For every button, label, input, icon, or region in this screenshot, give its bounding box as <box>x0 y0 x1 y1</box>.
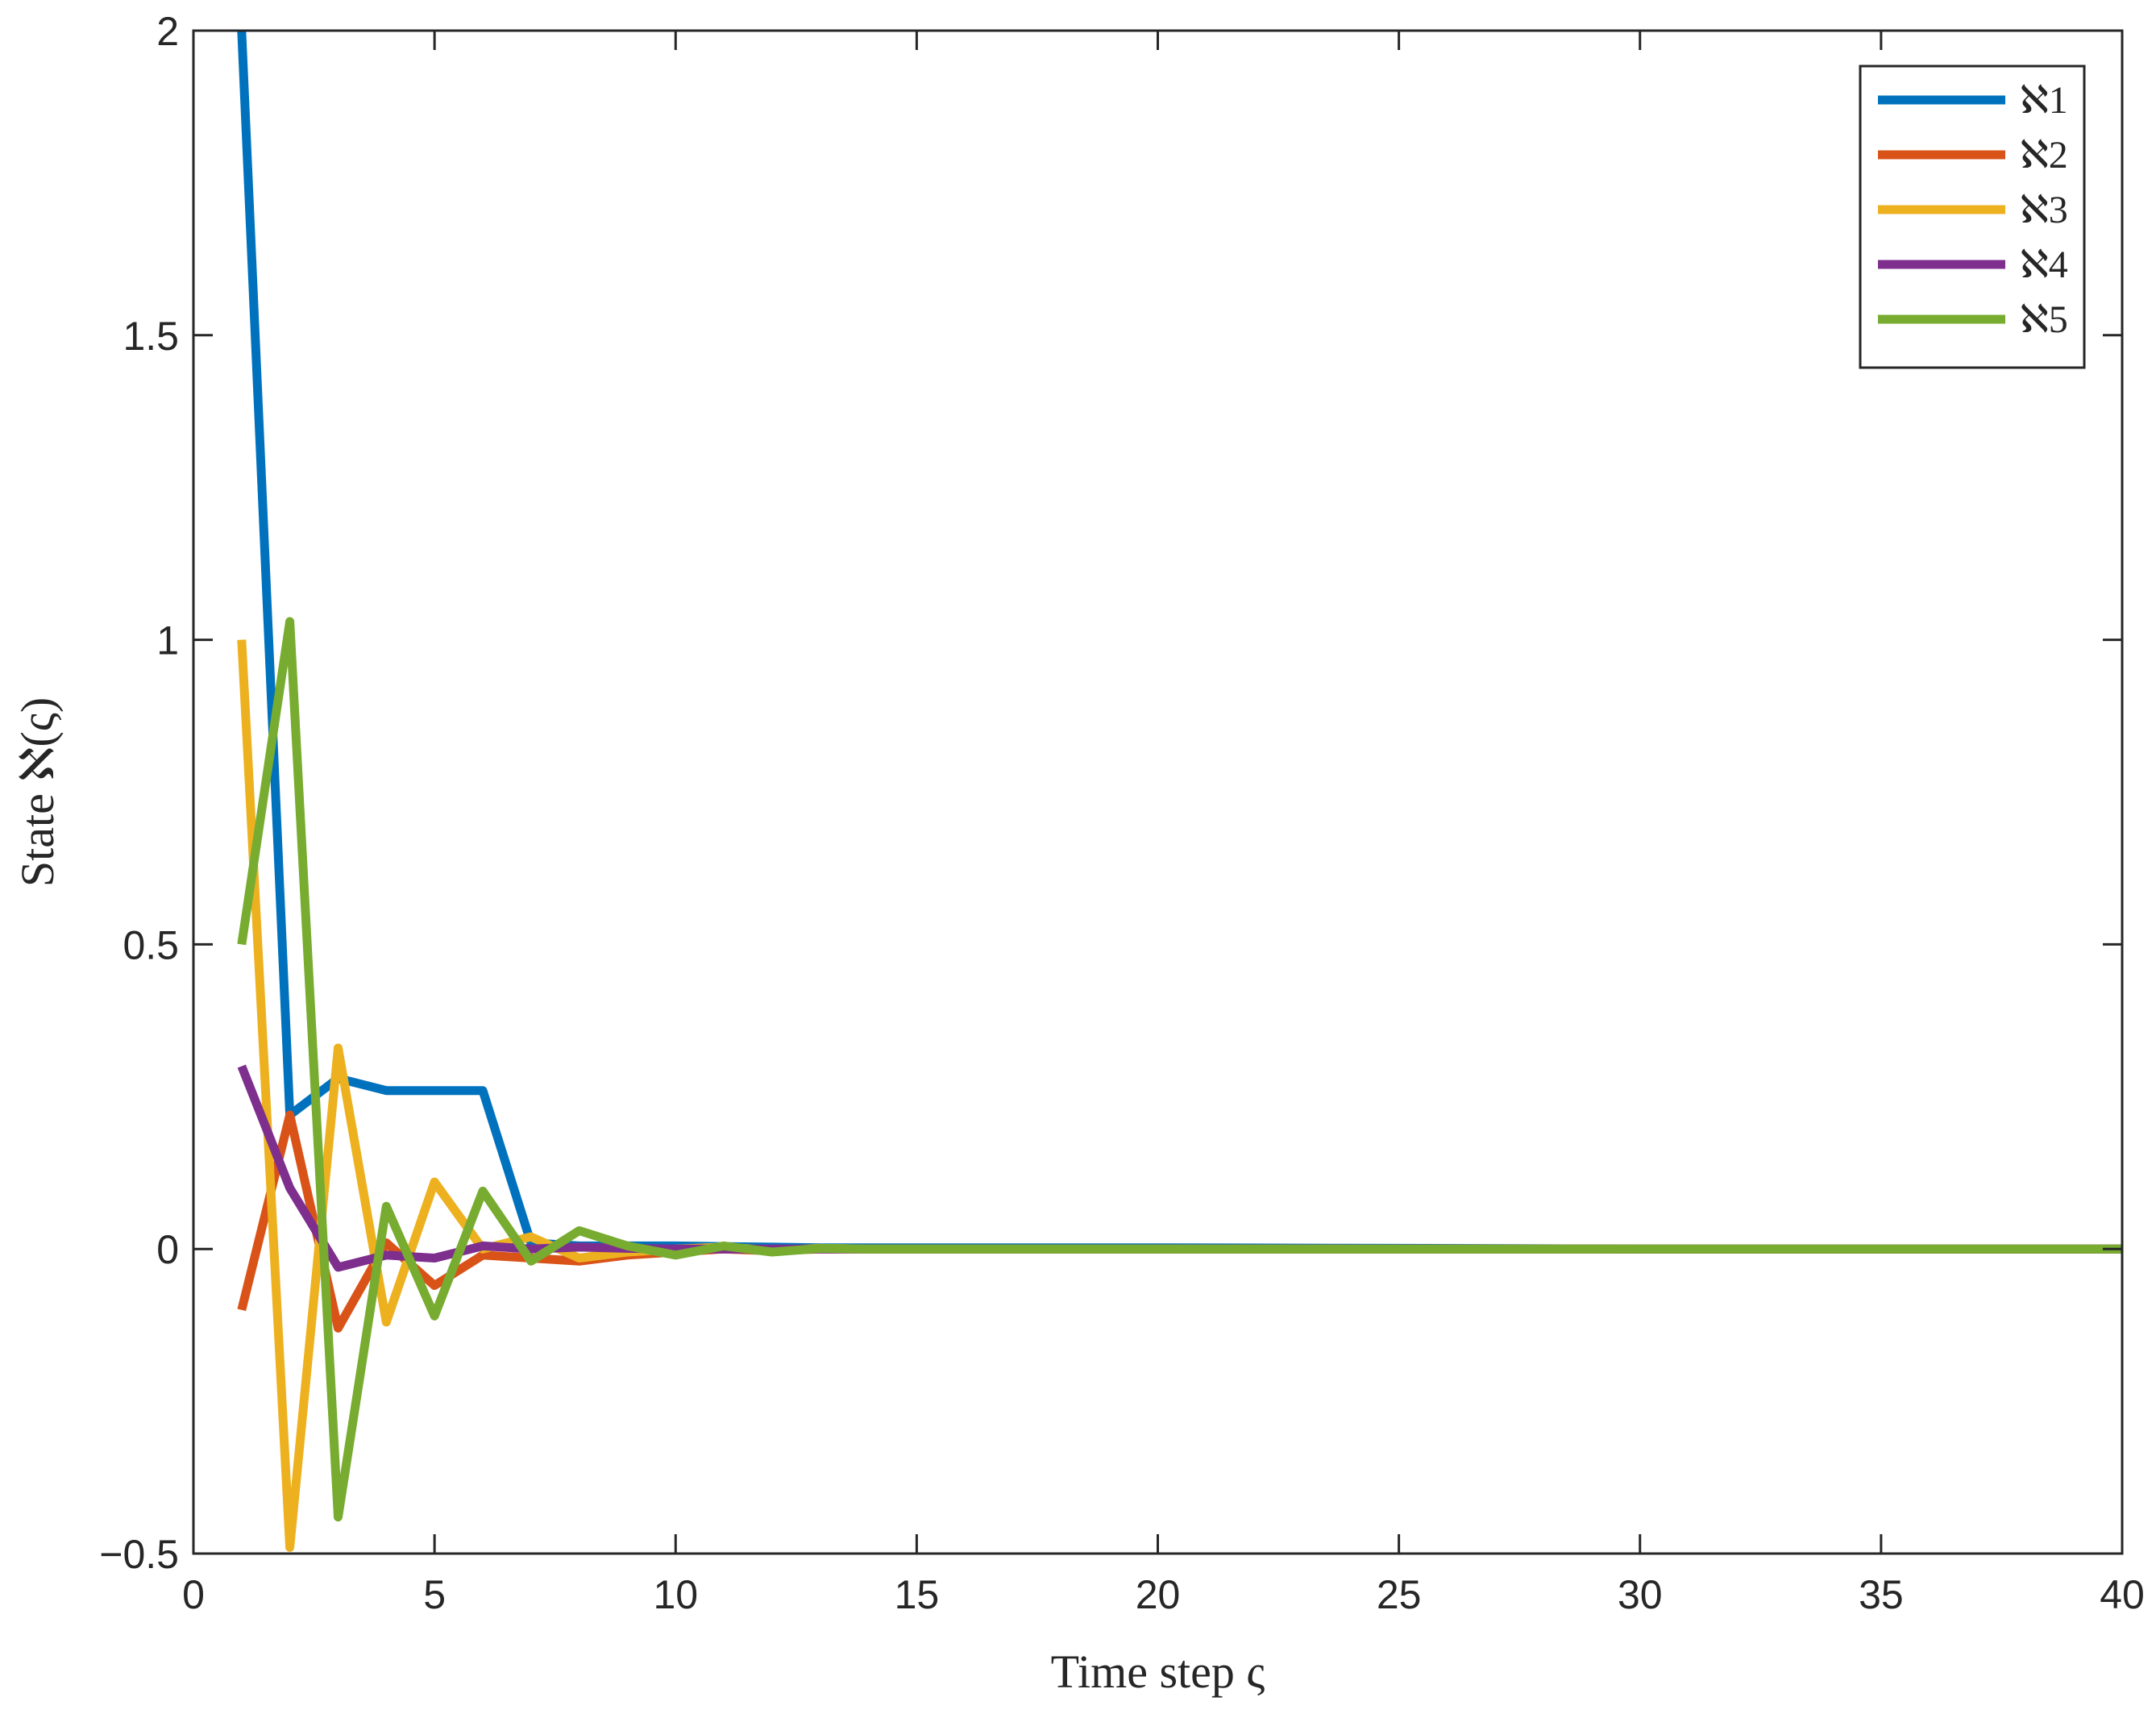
x-tick-label: 0 <box>182 1572 205 1617</box>
y-tick-label: 0 <box>156 1227 179 1272</box>
plot-lines <box>237 31 2122 1552</box>
x-tick-label: 35 <box>1859 1572 1904 1617</box>
x-tick-label: 25 <box>1377 1572 1422 1617</box>
x-tick-label: 10 <box>653 1572 698 1617</box>
x-tick-label: 20 <box>1136 1572 1181 1617</box>
legend-label-2: ℵ2 <box>2020 134 2068 177</box>
y-tick-label: −0.5 <box>99 1532 179 1577</box>
y-axis-title: State ℵ(ς) <box>11 697 64 887</box>
y-tick-label: 1 <box>156 618 179 664</box>
axis-ticks: 0 5 10 15 20 25 30 35 40−0.500.511.52 <box>99 9 2145 1617</box>
legend-label-5: ℵ5 <box>2020 298 2068 341</box>
legend-label-3: ℵ3 <box>2020 189 2068 231</box>
y-tick-label: 2 <box>156 9 179 54</box>
y-tick-label: 0.5 <box>123 922 179 967</box>
plot-area-frame <box>192 29 2124 1555</box>
legend: ℵ1 ℵ2 ℵ3 ℵ4 ℵ5 <box>1859 64 2086 369</box>
x-tick-label: 30 <box>1618 1572 1663 1617</box>
x-axis-title: Time step ς <box>1051 1645 1265 1698</box>
y-tick-label: 1.5 <box>123 314 179 359</box>
x-tick-label: 5 <box>423 1572 446 1617</box>
x-tick-label: 15 <box>895 1572 940 1617</box>
legend-label-4: ℵ4 <box>2020 243 2068 286</box>
series-line-5 <box>237 617 2122 1522</box>
x-tick-label: 40 <box>2100 1572 2145 1617</box>
series-line-1 <box>237 31 2122 1254</box>
series-line-3 <box>237 639 2122 1552</box>
legend-label-1: ℵ1 <box>2020 79 2068 122</box>
